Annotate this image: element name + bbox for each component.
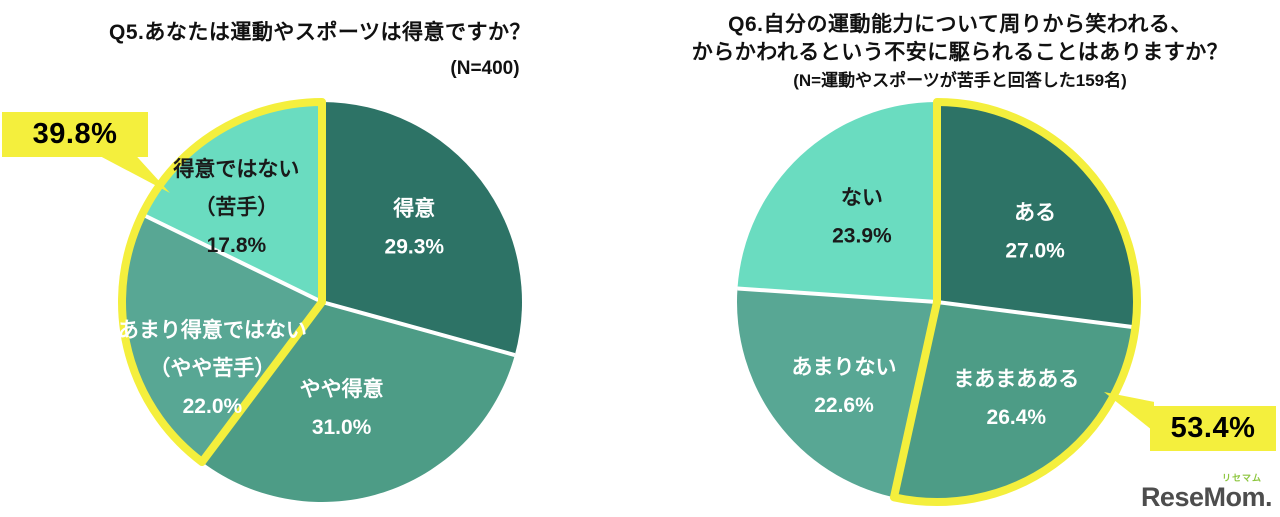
- chart-q5-title: Q5.あなたは運動やスポーツは得意ですか？: [109, 21, 531, 44]
- pie-chart-q5: 得意 29.3% やや得意 31.0%あまり得意ではない（やや苦手） 22.0% 得意では…: [118, 98, 522, 502]
- logo-name: ReseMom: [1140, 482, 1266, 512]
- slice-separator: [737, 286, 938, 304]
- callout-badge-q6: 53.4%: [1150, 406, 1276, 451]
- highlight-outline: [118, 98, 326, 467]
- pie-slice-29.3%: [322, 102, 522, 356]
- pie-slice-22.6%: [737, 288, 937, 498]
- highlight-outline: [889, 98, 1141, 506]
- slice-separator: [936, 300, 1136, 330]
- pie-slice-22.0%: [122, 214, 323, 463]
- slice-label-27.0%: ある 27.0%: [1005, 201, 1065, 262]
- chart-q6-title-line1: Q6.自分の運動能力について周りから笑われる、: [728, 13, 1192, 36]
- resemom-logo: リセマム ReseMom.: [1140, 473, 1273, 512]
- slice-separator: [321, 300, 516, 357]
- logo-dot: .: [1264, 482, 1273, 512]
- pie-slice-26.4%: [893, 302, 1136, 503]
- pie-slice-17.8%: [142, 102, 322, 302]
- pie-slice-23.9%: [737, 102, 937, 302]
- slice-label-29.3%: 得意 29.3%: [385, 197, 445, 259]
- logo-ruby-text: リセマム: [1221, 473, 1262, 483]
- slice-label-31.0%: やや得意 31.0%: [300, 377, 384, 439]
- slice-label-22.6%: あまりない 22.6%: [792, 356, 897, 417]
- slice-label-26.4%: まあまあある 26.4%: [953, 368, 1079, 429]
- slice-separator: [141, 212, 323, 304]
- slice-label-22.0%: あまり得意ではない（やや苦手） 22.0%: [118, 318, 307, 418]
- slice-label-17.8%: 得意ではない（苦手） 17.8%: [172, 157, 299, 257]
- pie-slice-31.0%: [202, 302, 515, 502]
- chart-q6-sample-size: (N=運動やスポーツが苦手と回答した159名): [793, 71, 1127, 90]
- callout-badge-q5: 39.8%: [2, 112, 148, 157]
- slice-label-23.9%: ない 23.9%: [832, 187, 892, 248]
- pie-slice-27.0%: [937, 102, 1137, 328]
- chart-q5-sample-size: (N=400): [450, 58, 520, 79]
- pie-chart-q6: ある 27.0% まあまあある 26.4% あまりない 22.6% ない 23.9%: [737, 98, 1141, 506]
- chart-q6-title-line2: からかわれるという不安に駆られることはありますか？: [691, 41, 1229, 64]
